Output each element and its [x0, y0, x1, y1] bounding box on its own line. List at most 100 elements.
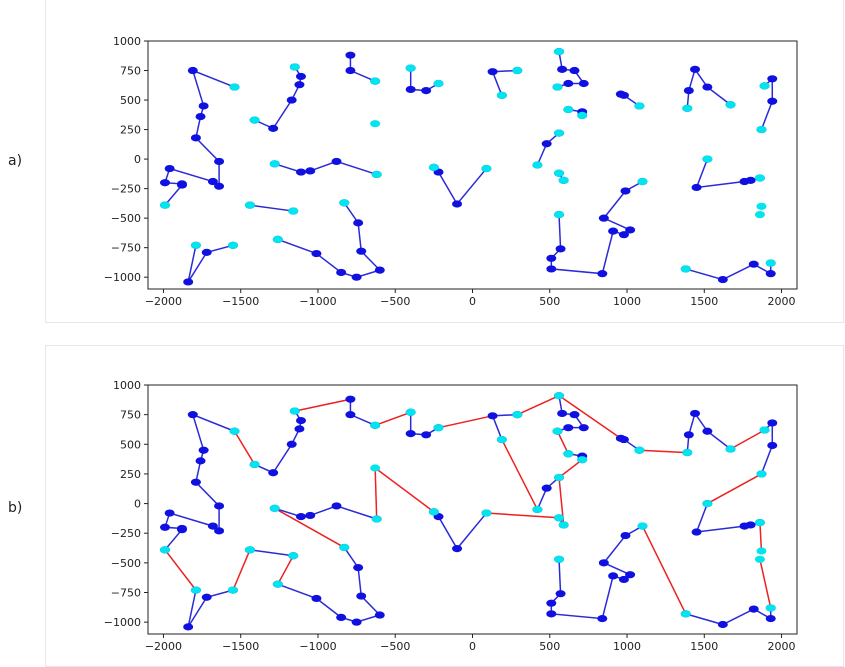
endpoint-node — [756, 202, 767, 210]
route-node — [615, 434, 626, 442]
route-path — [187, 589, 234, 628]
route-node — [487, 68, 498, 76]
route-node — [546, 265, 557, 273]
link-segment — [233, 430, 256, 465]
route-node — [702, 83, 713, 91]
route-node — [214, 157, 225, 166]
y-tick-label: 1000 — [113, 379, 141, 392]
endpoint-node — [481, 164, 492, 173]
route-node — [351, 618, 362, 626]
endpoint-node — [725, 445, 736, 453]
endpoint-node — [244, 201, 255, 209]
y-tick-label: −500 — [111, 212, 141, 225]
endpoint-node — [249, 116, 260, 124]
endpoint-node — [554, 514, 565, 522]
route-node — [598, 214, 609, 222]
route-node — [268, 469, 279, 477]
endpoint-node — [680, 610, 691, 618]
route-node — [717, 275, 728, 284]
route-node — [195, 112, 206, 121]
y-tick-label: 0 — [134, 153, 141, 166]
endpoint-node — [552, 83, 563, 91]
route-node — [295, 72, 306, 81]
y-tick-label: 750 — [120, 65, 141, 78]
endpoint-node — [554, 211, 565, 219]
route-node — [421, 87, 432, 95]
endpoint-node — [229, 427, 240, 435]
route-node — [331, 502, 342, 510]
endpoint-node — [244, 546, 255, 554]
endpoint-node — [370, 464, 381, 472]
route-node — [702, 427, 713, 435]
route-node — [555, 590, 566, 598]
y-tick-label: 500 — [120, 94, 141, 107]
endpoint-node — [405, 408, 416, 416]
endpoint-node — [371, 515, 382, 523]
route-node — [546, 599, 557, 607]
route-node — [164, 164, 175, 173]
route-node — [597, 614, 608, 623]
route-node — [164, 509, 175, 517]
route-node — [356, 247, 367, 255]
route-node — [187, 66, 198, 75]
route-node — [767, 97, 778, 105]
endpoint-node — [765, 259, 776, 267]
route-node — [195, 457, 206, 465]
endpoint-node — [339, 543, 350, 552]
endpoint-node — [558, 176, 569, 184]
link-segment — [164, 549, 197, 591]
x-tick-label: −1500 — [222, 295, 259, 308]
endpoint-node — [433, 424, 444, 432]
y-tick-label: 750 — [120, 409, 141, 422]
endpoint-node — [532, 505, 543, 514]
endpoint-node — [680, 265, 691, 273]
endpoint-node — [577, 111, 588, 119]
endpoint-node — [756, 470, 767, 478]
y-tick-label: −500 — [111, 557, 141, 570]
endpoint-node — [249, 460, 260, 469]
route-node — [198, 102, 209, 110]
route-node — [201, 593, 212, 601]
route-node — [555, 245, 566, 253]
endpoint-node — [339, 199, 350, 207]
route-path — [409, 412, 439, 436]
endpoint-node — [269, 160, 280, 168]
route-node — [578, 424, 589, 432]
route-node — [683, 87, 694, 95]
x-tick-label: 0 — [469, 295, 476, 308]
endpoint-node — [496, 91, 507, 99]
endpoint-node — [554, 129, 565, 137]
link-segment — [232, 549, 251, 591]
route-node — [353, 219, 364, 227]
route-node — [569, 411, 580, 419]
route-node — [305, 167, 316, 175]
route-node — [765, 614, 776, 623]
link-segment — [374, 467, 378, 520]
route-node — [214, 502, 225, 510]
endpoint-node — [159, 201, 170, 209]
route-node — [691, 183, 702, 192]
route-node — [563, 424, 574, 432]
route-node — [618, 575, 629, 584]
route-node — [159, 523, 170, 531]
endpoint-node — [754, 211, 765, 219]
route-node — [176, 181, 187, 189]
endpoint-node — [765, 604, 776, 612]
endpoint-node — [554, 169, 565, 177]
route-node — [767, 441, 778, 450]
route-node — [331, 157, 342, 166]
route-node — [356, 592, 367, 600]
route-node — [190, 478, 201, 486]
endpoint-node — [289, 63, 300, 71]
endpoint-node — [682, 448, 693, 457]
route-node — [286, 440, 297, 448]
route-node — [578, 79, 589, 88]
endpoint-node — [552, 427, 563, 435]
x-tick-label: 2000 — [768, 640, 796, 653]
route-node — [187, 411, 198, 419]
route-node — [183, 623, 194, 631]
route-node — [625, 226, 636, 234]
route-node — [608, 572, 619, 580]
route-node — [405, 85, 416, 94]
